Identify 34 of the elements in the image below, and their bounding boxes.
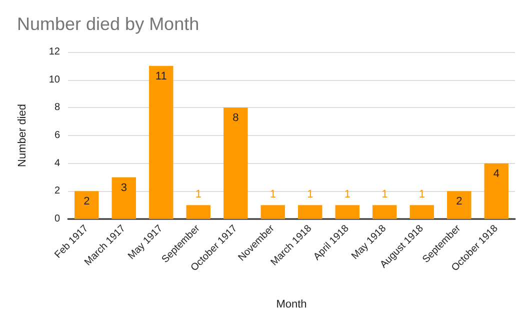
bar bbox=[335, 205, 360, 219]
data-label: 1 bbox=[195, 188, 202, 201]
bar bbox=[410, 205, 434, 219]
bar bbox=[260, 205, 285, 219]
chart-title: Number died by Month bbox=[17, 14, 200, 34]
data-label: 1 bbox=[418, 188, 425, 201]
y-tick-label: 0 bbox=[54, 214, 60, 224]
data-label: 2 bbox=[456, 196, 462, 208]
y-tick-label: 4 bbox=[54, 158, 60, 169]
data-label: 1 bbox=[382, 188, 388, 201]
bar bbox=[224, 108, 248, 219]
bar bbox=[112, 177, 136, 219]
data-label: 2 bbox=[84, 196, 90, 208]
y-tick-label: 8 bbox=[54, 102, 60, 114]
y-tick-label: 6 bbox=[54, 130, 60, 141]
bar bbox=[149, 66, 174, 219]
y-tick-label: 10 bbox=[48, 74, 60, 86]
y-tick-label: 12 bbox=[48, 46, 60, 58]
bar bbox=[74, 191, 99, 219]
y-tick-label: 2 bbox=[54, 186, 60, 197]
data-label: 11 bbox=[155, 70, 167, 82]
bar bbox=[372, 205, 397, 219]
data-label: 1 bbox=[270, 188, 276, 201]
y-axis-title: Number died bbox=[16, 104, 28, 167]
x-axis-title: Month bbox=[276, 298, 307, 310]
bar bbox=[484, 163, 508, 219]
bar bbox=[447, 191, 472, 219]
data-label: 1 bbox=[344, 188, 350, 201]
data-label: 1 bbox=[307, 188, 314, 201]
data-label: 8 bbox=[232, 112, 239, 124]
bar bbox=[298, 205, 322, 219]
data-label: 4 bbox=[493, 168, 500, 180]
data-label: 3 bbox=[120, 182, 127, 194]
bar bbox=[186, 205, 210, 219]
